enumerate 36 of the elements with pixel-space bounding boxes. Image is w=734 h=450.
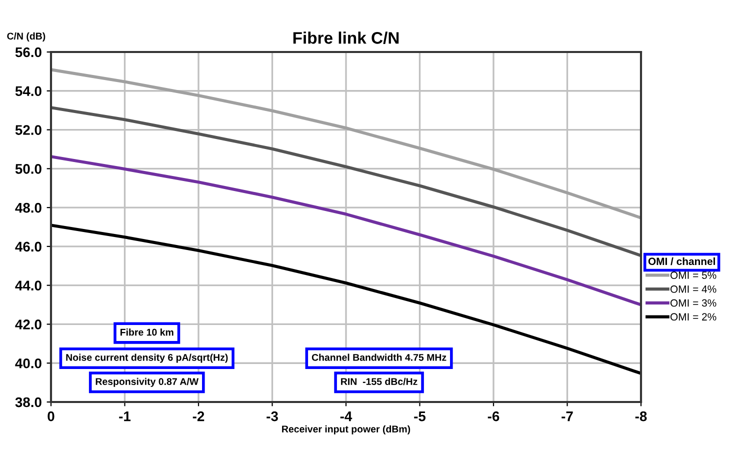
x-tick-label: -6 <box>488 411 500 422</box>
line-series <box>51 155 641 306</box>
legend-label: OMI = 5% <box>670 272 716 279</box>
legend-label: OMI = 2% <box>670 313 716 321</box>
x-tick-label: 0 <box>48 411 54 422</box>
y-tick-label: 52.0 <box>15 125 42 135</box>
y-tick-label: 44.0 <box>15 280 42 291</box>
legend-title: OMI / channel <box>648 257 715 266</box>
y-tick-label: 54.0 <box>15 86 42 96</box>
legend-label: OMI = 4% <box>670 285 716 293</box>
annotation: RIN -155 dBc/Hz <box>341 378 418 386</box>
annotation: Responsivity 0.87 A/W <box>96 378 199 387</box>
line-series <box>51 68 641 220</box>
line-series <box>51 106 641 258</box>
x-tick-label: -1 <box>119 412 131 422</box>
chart-title: Fibre link C/N <box>293 32 399 44</box>
x-tick-label: -8 <box>635 411 647 422</box>
line-series <box>51 224 641 375</box>
x-tick-label: -4 <box>340 412 352 422</box>
x-axis-title: Receiver input power (dBm) <box>282 425 410 434</box>
x-tick-label: -3 <box>266 411 278 422</box>
x-tick-label: -2 <box>192 411 204 422</box>
annotation: Fibre 10 km <box>120 328 174 336</box>
annotation: Channel Bandwidth 4.75 MHz <box>312 354 446 361</box>
y-axis-title: C/N (dB) <box>7 32 46 42</box>
y-tick-label: 38.0 <box>15 397 42 408</box>
y-tick-label: 46.0 <box>15 242 42 252</box>
legend-label: OMI = 3% <box>670 299 716 307</box>
y-tick-label: 48.0 <box>15 202 42 213</box>
y-tick-label: 40.0 <box>15 358 42 368</box>
x-tick-label: -7 <box>562 412 573 422</box>
y-tick-label: 42.0 <box>15 320 42 330</box>
annotation: Noise current density 6 pA/sqrt(Hz) <box>66 354 228 363</box>
y-tick-label: 56.0 <box>15 47 42 58</box>
x-tick-label: -5 <box>414 412 426 422</box>
y-tick-label: 50.0 <box>15 164 42 174</box>
